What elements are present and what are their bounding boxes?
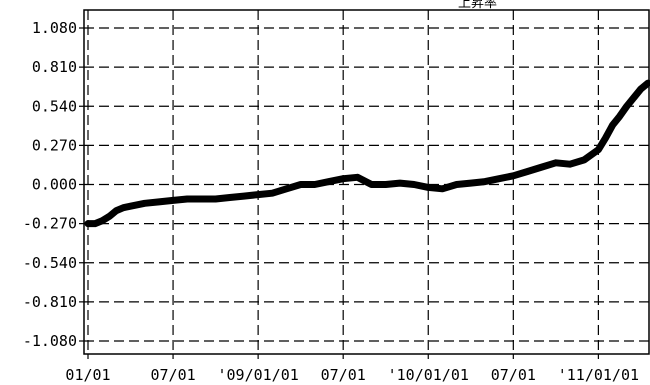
x-tick-label: 07/01 bbox=[321, 366, 366, 384]
x-tick-label: 07/01 bbox=[491, 366, 536, 384]
chart-title: 上昇率 bbox=[458, 0, 497, 11]
y-tick-label: -0.810 bbox=[23, 293, 77, 311]
y-tick-label: -0.540 bbox=[23, 254, 77, 272]
plot-frame bbox=[83, 9, 650, 355]
y-tick-label: -1.080 bbox=[23, 332, 77, 350]
series-line bbox=[84, 79, 650, 228]
series-group bbox=[84, 79, 650, 228]
x-tick-label: 07/01 bbox=[150, 366, 195, 384]
y-axis-ticks: 1.080 0.810 0.540 0.270 0.000 -0.270 -0.540 -0.… bbox=[23, 19, 84, 350]
y-tick-label: 0.270 bbox=[32, 136, 77, 154]
grid-lines bbox=[84, 10, 649, 354]
x-axis-ticks: 01/01 07/01 '09/01/01 07/01 '10/01/01 07/01 '1… bbox=[65, 354, 639, 384]
x-tick-label: '11/01/01 bbox=[558, 366, 639, 384]
y-tick-label: 0.540 bbox=[32, 97, 77, 115]
y-tick-label: 0.000 bbox=[32, 176, 77, 194]
x-tick-label: '10/01/01 bbox=[388, 366, 469, 384]
y-tick-label: 0.810 bbox=[32, 58, 77, 76]
y-tick-label: -0.270 bbox=[23, 215, 77, 233]
y-tick-label: 1.080 bbox=[32, 19, 77, 37]
x-tick-label: '09/01/01 bbox=[217, 366, 298, 384]
x-tick-label: 01/01 bbox=[65, 366, 110, 384]
